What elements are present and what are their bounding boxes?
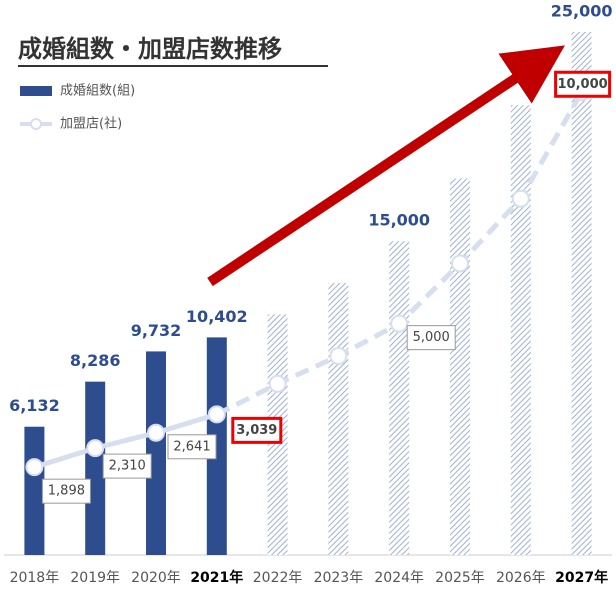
legend-swatch	[30, 118, 42, 130]
line-point	[147, 423, 165, 442]
chart-title: 成婚組数・加盟店数推移	[18, 35, 282, 63]
trend-arrow	[207, 45, 565, 287]
bar-value-label: 15,000	[368, 211, 430, 230]
line-label-box	[102, 453, 152, 479]
x-tick-label: 2027年	[555, 569, 608, 586]
line-actual	[33, 411, 218, 470]
line-point	[86, 439, 105, 458]
line-label-box	[41, 478, 91, 504]
line-label-box	[231, 416, 283, 444]
bar	[85, 381, 106, 555]
line-value-label: 5,000	[413, 330, 450, 345]
line-value-label: 2,310	[109, 459, 146, 474]
line-point	[451, 254, 469, 273]
line-value-label: 3,039	[236, 423, 277, 438]
line-value-label: 10,000	[558, 77, 608, 92]
line-point	[511, 189, 530, 208]
bar	[206, 337, 227, 555]
x-tick-label: 2023年	[314, 570, 364, 586]
bar-value-label: 6,132	[9, 396, 60, 415]
x-tick-label: 2024年	[374, 570, 424, 586]
line-point	[25, 458, 44, 477]
line-point	[390, 314, 409, 333]
bar-value-label: 25,000	[551, 2, 613, 21]
x-tick-label: 2018年	[10, 570, 60, 586]
line-label-box	[167, 434, 217, 460]
bar-value-label: 10,402	[186, 307, 248, 326]
bar	[146, 351, 166, 555]
x-tick-label: 2021年	[190, 569, 243, 586]
line-label-box	[554, 70, 612, 98]
legend-label: 成婚組数(組)	[60, 84, 135, 99]
x-tick-label: 2020年	[131, 570, 181, 586]
line-value-label: 2,641	[173, 439, 210, 454]
bar-value-label: 9,732	[131, 321, 182, 340]
x-tick-label: 2019年	[70, 570, 120, 586]
line-point	[329, 347, 348, 366]
x-tick-label: 2025年	[435, 570, 485, 586]
line-label-box	[406, 325, 456, 351]
line-point	[207, 405, 226, 424]
line-value-label: 1,898	[48, 484, 85, 499]
legend-label: 加盟店(社)	[60, 116, 122, 132]
bar	[450, 178, 470, 555]
x-tick-label: 2026年	[496, 570, 546, 586]
bar-value-label: 8,286	[70, 351, 121, 370]
bar	[510, 105, 531, 555]
x-tick-label: 2022年	[253, 570, 303, 586]
bar	[571, 32, 592, 555]
legend-swatch	[20, 86, 52, 96]
line-point	[268, 374, 287, 393]
bar	[389, 241, 410, 555]
bar	[328, 283, 349, 555]
bar	[24, 426, 45, 555]
